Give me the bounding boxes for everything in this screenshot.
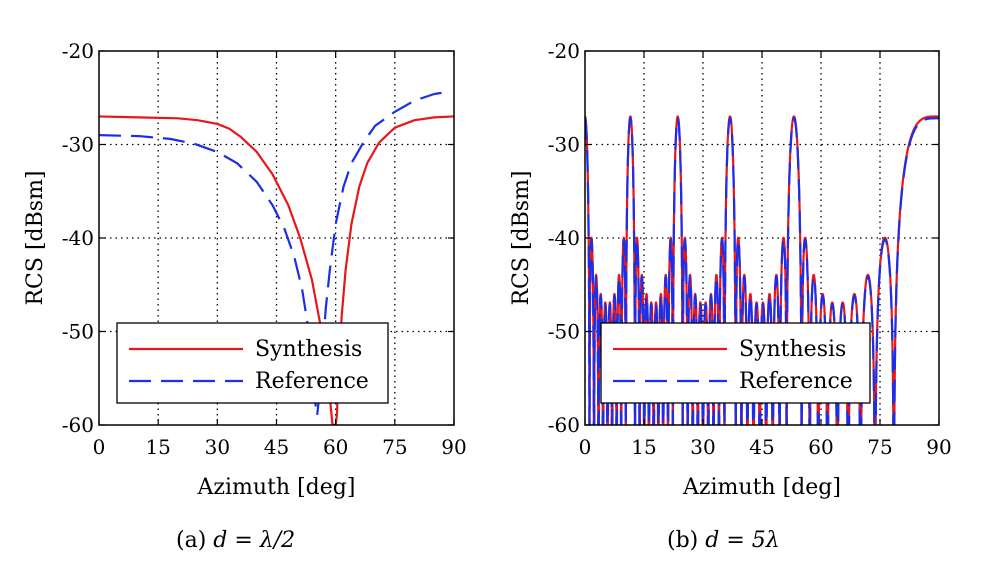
- x-tick-label-a-0: 0: [93, 435, 106, 459]
- series-line-a-synthesis: [99, 115, 454, 425]
- x-tick-label-a-1: 15: [145, 435, 170, 459]
- legend-label-b-reference: Reference: [739, 369, 853, 394]
- caption-a: (a) d = λ/2: [176, 528, 295, 553]
- caption-b: (b) d = 5λ: [667, 528, 780, 553]
- x-tick-label-a-5: 75: [382, 435, 407, 459]
- y-tick-label-b-0: -60: [548, 413, 580, 437]
- legend-label-b-synthesis: Synthesis: [739, 337, 846, 362]
- x-tick-label-b-4: 60: [808, 435, 833, 459]
- legend-box-a: [116, 322, 389, 404]
- x-axis-label-b: Azimuth [deg]: [682, 475, 841, 500]
- x-tick-label-b-5: 75: [867, 435, 892, 459]
- x-axis-label-a: Azimuth [deg]: [197, 475, 356, 500]
- caption-b-prefix: (b): [667, 528, 699, 553]
- y-tick-label-a-2: -40: [62, 226, 94, 250]
- y-tick-label-a-3: -30: [62, 133, 94, 157]
- series-line-a-reference: [99, 91, 447, 417]
- x-tick-label-b-2: 30: [690, 435, 715, 459]
- x-tick-label-a-4: 60: [323, 435, 348, 459]
- y-axis-label-a: RCS [dBsm]: [23, 170, 48, 305]
- y-tick-label-a-1: -50: [62, 320, 94, 344]
- legend-label-a-synthesis: Synthesis: [255, 337, 362, 362]
- x-tick-label-b-3: 45: [749, 435, 774, 459]
- x-tick-label-a-6: 90: [441, 435, 466, 459]
- y-tick-label-a-0: -60: [62, 413, 94, 437]
- chart-panel-b: 0 15 30 45 60 75 90 -60 -50 -40 -30 -20 Azimuth [deg…: [509, 39, 952, 500]
- chart-panel-a: 0 15 30 45 60 75 90 -60 -50 -40 -30 -20 Azimuth [deg…: [23, 39, 467, 500]
- caption-a-math: d = λ/2: [213, 528, 296, 553]
- y-tick-label-b-3: -30: [548, 133, 580, 157]
- x-tick-label-a-3: 45: [264, 435, 289, 459]
- legend-label-a-reference: Reference: [255, 369, 369, 394]
- x-tick-label-b-6: 90: [926, 435, 951, 459]
- y-tick-label-b-2: -40: [548, 226, 580, 250]
- caption-a-prefix: (a): [176, 528, 207, 553]
- y-tick-label-b-4: -20: [548, 39, 580, 63]
- x-tick-label-b-0: 0: [579, 435, 592, 459]
- y-tick-label-a-4: -20: [62, 39, 94, 63]
- caption-b-math: d = 5λ: [705, 528, 780, 553]
- y-axis-label-b: RCS [dBsm]: [509, 170, 534, 305]
- x-tick-label-b-1: 15: [631, 435, 656, 459]
- legend-box-b: [600, 322, 871, 404]
- plot-area-a: [99, 91, 454, 425]
- y-tick-label-b-1: -50: [548, 320, 580, 344]
- x-tick-label-a-2: 30: [205, 435, 230, 459]
- series-line-b-reference: [585, 117, 939, 425]
